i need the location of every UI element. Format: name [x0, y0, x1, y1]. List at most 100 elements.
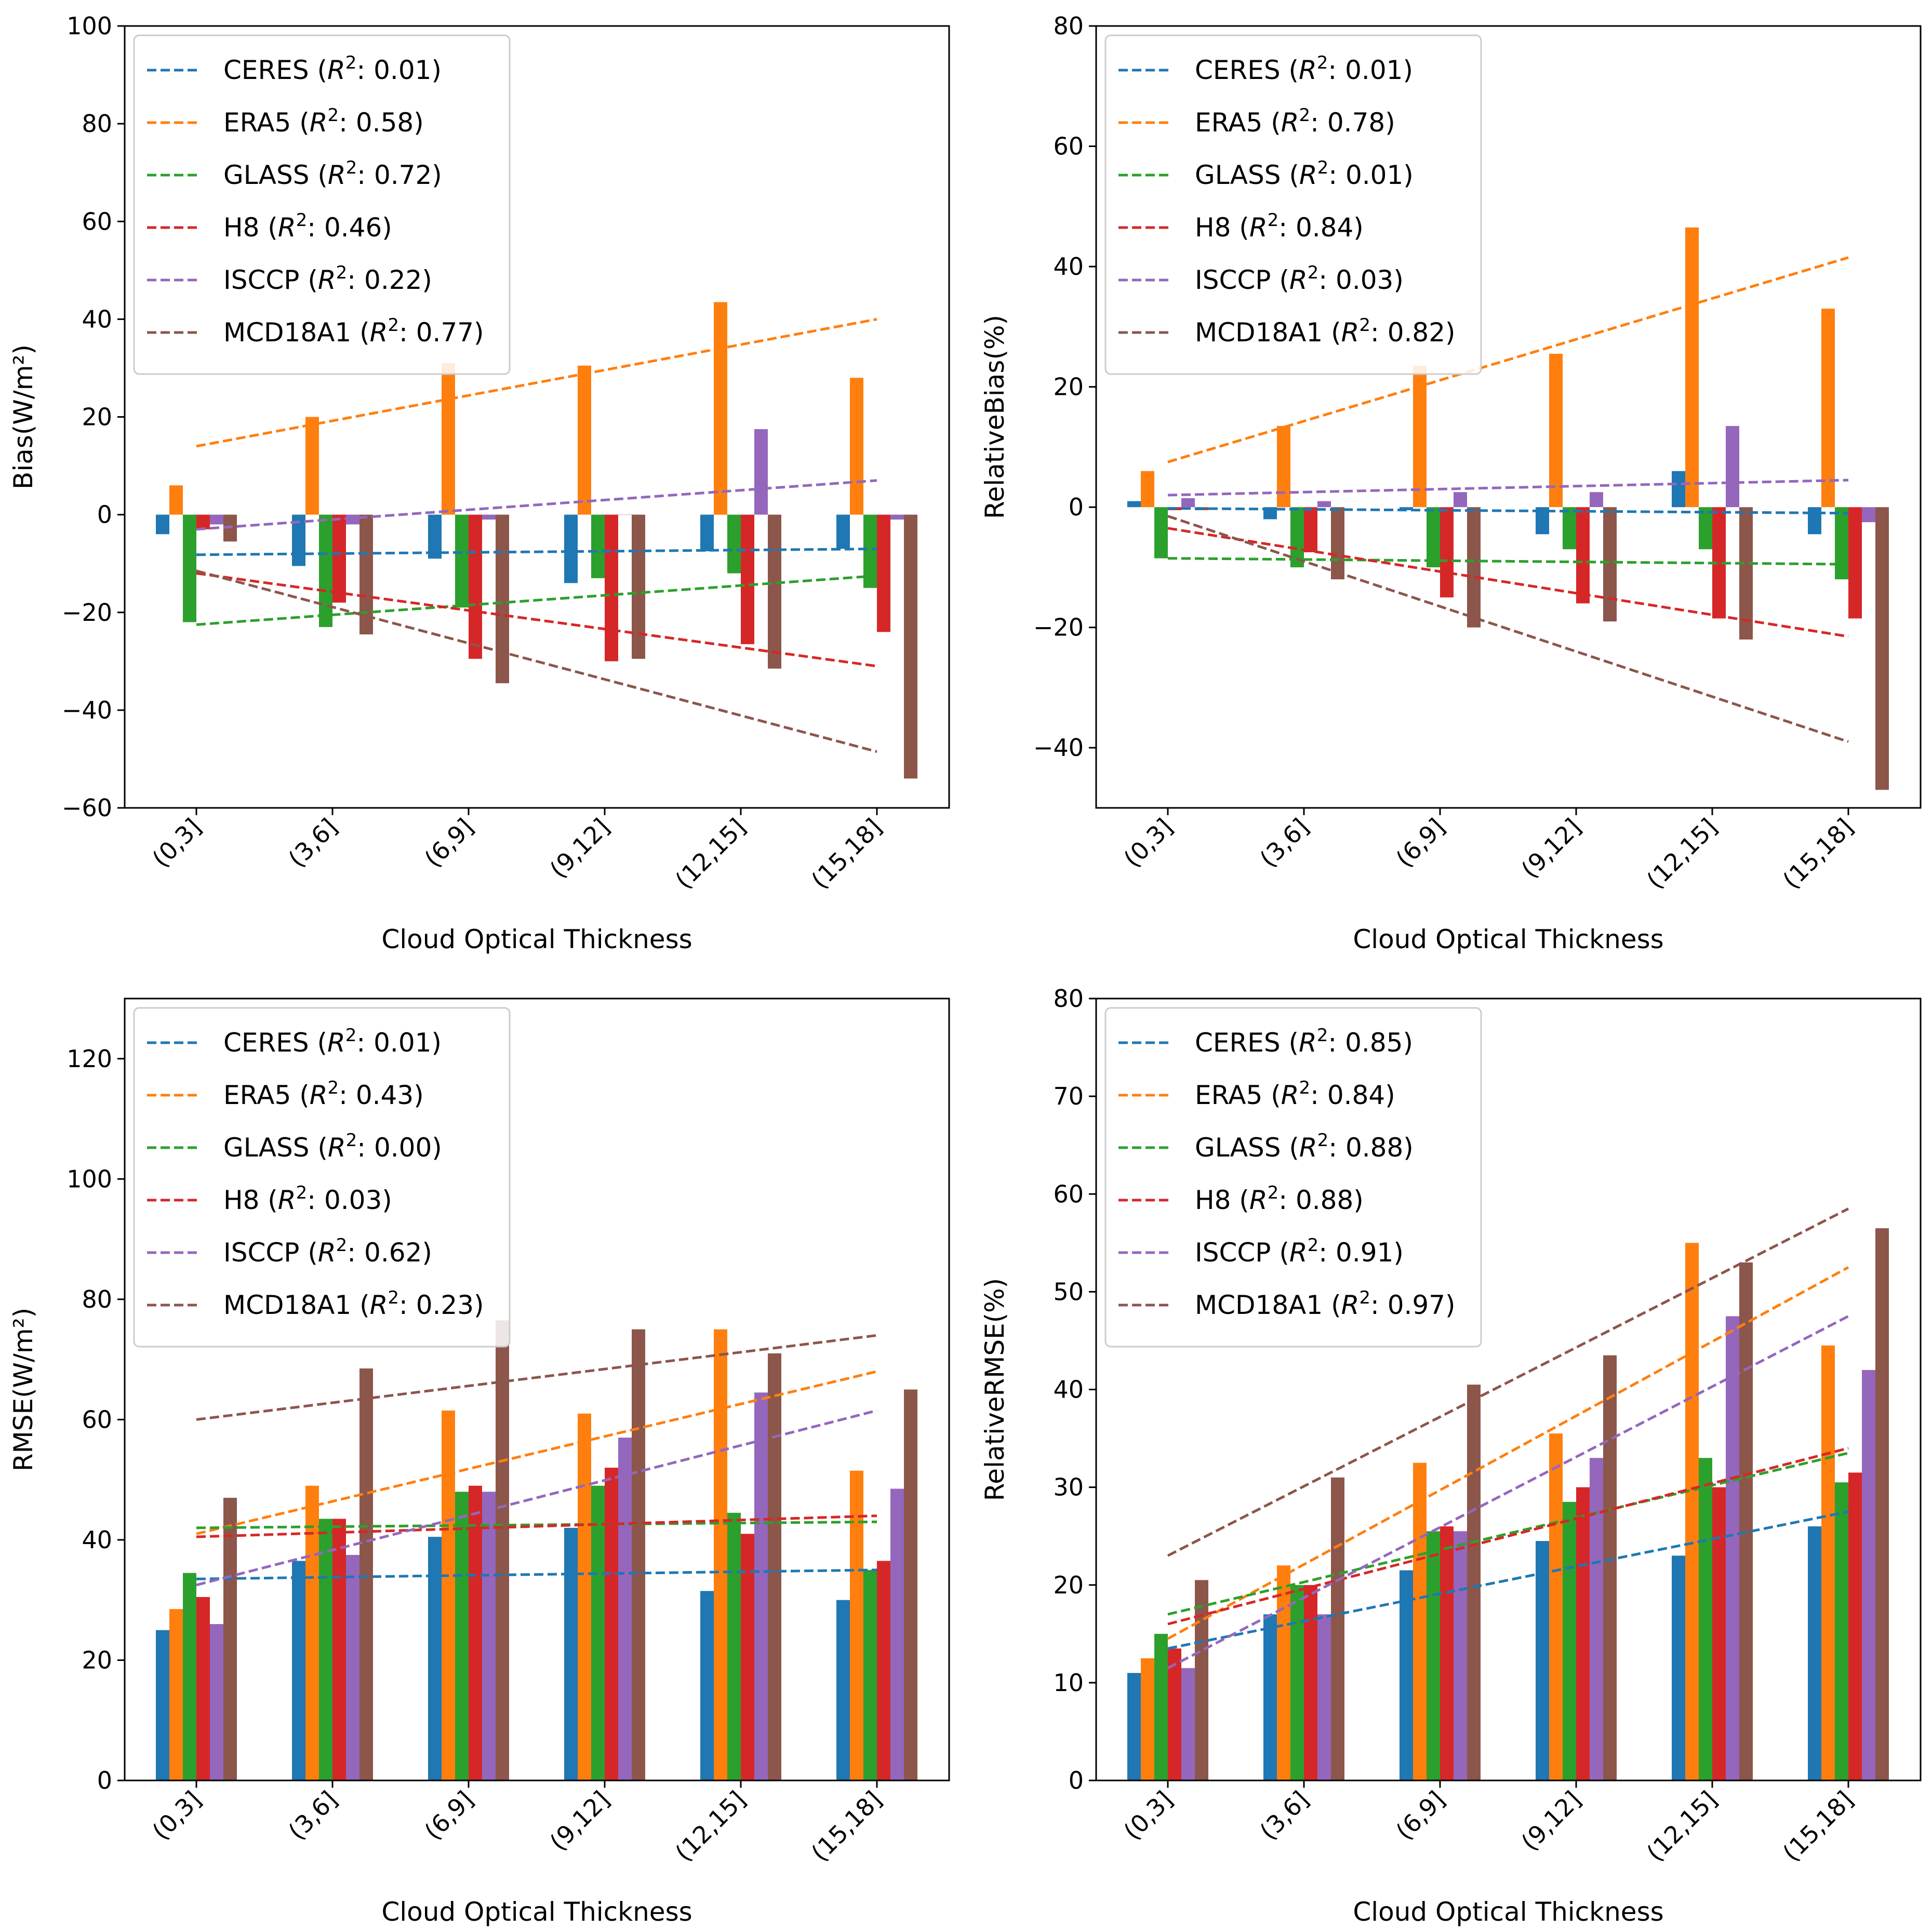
chart-bias: −60 −40 −20 0 20 40 60 80 100 (0,3] (3,6] (6,9] (9,1…: [8, 12, 950, 954]
bar-h8-2: [1440, 507, 1454, 597]
bar-mcd18a1-2: [496, 514, 509, 684]
bar-glass-5: [1835, 1482, 1848, 1780]
bar-isccp-1: [1317, 501, 1331, 508]
bar-h8-2: [469, 1485, 482, 1780]
x-tick-label: (9,12]: [544, 813, 615, 884]
bar-h8-4: [741, 1534, 754, 1780]
bar-era5-4: [1685, 1243, 1699, 1780]
bar-mcd18a1-4: [1739, 507, 1753, 640]
bar-mcd18a1-0: [1195, 1580, 1208, 1780]
trend-line-era5: [196, 317, 877, 448]
trend-line-era5: [196, 1370, 877, 1535]
bar-glass-1: [1290, 1585, 1304, 1781]
legend-label-isccp: ISCCP (R2: 0.03): [1195, 262, 1404, 295]
bar-ceres-0: [156, 1630, 169, 1780]
bar-isccp-0: [1181, 1668, 1195, 1780]
bar-glass-1: [319, 514, 332, 627]
legend-label-isccp: ISCCP (R2: 0.22): [223, 262, 432, 295]
legend-label-era5: ERA5 (R2: 0.43): [223, 1078, 424, 1110]
bar-ceres-0: [1127, 1673, 1141, 1780]
trend-line-isccp: [1167, 478, 1849, 497]
x-tick-label: (9,12]: [544, 1786, 615, 1856]
trend-line-isccp: [1167, 1315, 1849, 1669]
y-tick-label: 80: [82, 1285, 112, 1313]
bar-glass-4: [1699, 1458, 1712, 1780]
y-tick-label: 40: [1053, 1376, 1084, 1404]
bar-era5-5: [850, 378, 863, 515]
x-tick-label: (15,18]: [1777, 813, 1859, 895]
trend-line-mcd18a1: [1167, 1207, 1849, 1557]
bar-glass-4: [1699, 507, 1712, 550]
legend-label-ceres: CERES (R2: 0.85): [1195, 1025, 1413, 1058]
x-axis-label: Cloud Optical Thickness: [381, 924, 692, 954]
trend-line-ceres: [196, 548, 877, 556]
y-tick-label: −20: [62, 599, 112, 627]
bar-mcd18a1-2: [496, 1320, 509, 1780]
bar-glass-3: [1563, 507, 1576, 550]
bar-ceres-3: [564, 1527, 578, 1780]
x-tick-label: (0,3]: [1118, 813, 1178, 873]
bar-era5-1: [1277, 426, 1290, 508]
y-axis-label: Bias(W/m²): [8, 344, 38, 489]
y-tick-label: 100: [66, 12, 112, 40]
trend-line-era5: [1167, 1266, 1849, 1640]
legend-label-mcd18a1: MCD18A1 (R2: 0.77): [223, 315, 484, 348]
trend-line-h8: [196, 572, 877, 668]
x-tick-label: (9,12]: [1516, 1786, 1587, 1856]
bar-mcd18a1-1: [1331, 507, 1344, 580]
bar-h8-2: [469, 514, 482, 659]
trend-line-h8: [196, 1514, 877, 1538]
y-tick-label: 20: [1053, 373, 1084, 401]
y-tick-label: 40: [82, 1526, 112, 1554]
bar-h8-4: [1712, 1487, 1726, 1780]
y-tick-label: −40: [62, 696, 112, 724]
bar-ceres-2: [428, 514, 442, 559]
bar-isccp-1: [1317, 1614, 1331, 1780]
y-tick-label: 80: [1053, 985, 1084, 1013]
bar-isccp-5: [1862, 507, 1875, 523]
legend-label-ceres: CERES (R2: 0.01): [223, 1025, 442, 1058]
legend-box: [1104, 34, 1482, 375]
bar-glass-2: [455, 1492, 469, 1780]
bar-era5-5: [1821, 309, 1835, 508]
bar-isccp-0: [210, 514, 223, 525]
trend-line-isccp: [196, 1409, 877, 1587]
bar-ceres-4: [1672, 471, 1685, 508]
y-tick-label: 0: [1069, 1766, 1084, 1794]
trend-line-ceres: [1167, 1510, 1849, 1650]
x-tick-label: (6,9]: [419, 813, 478, 873]
trend-line-glass: [196, 574, 877, 626]
x-tick-label: (15,18]: [806, 1786, 887, 1867]
bar-isccp-4: [754, 429, 768, 515]
legend-label-ceres: CERES (R2: 0.01): [1195, 52, 1413, 85]
bar-mcd18a1-0: [223, 1497, 237, 1780]
bar-isccp-2: [482, 514, 496, 520]
legend-label-mcd18a1: MCD18A1 (R2: 0.82): [1195, 315, 1456, 348]
legend-label-glass: GLASS (R2: 0.88): [1195, 1130, 1414, 1163]
y-tick-label: 40: [1053, 252, 1084, 281]
bar-ceres-2: [1400, 1570, 1413, 1780]
bar-isccp-3: [1590, 492, 1603, 508]
x-axis-label: Cloud Optical Thickness: [381, 1897, 692, 1927]
bar-glass-0: [1154, 507, 1168, 559]
bar-glass-1: [1290, 507, 1304, 567]
x-tick-label: (0,3]: [146, 813, 206, 873]
bar-h8-3: [605, 1468, 618, 1780]
bar-era5-3: [1549, 353, 1563, 508]
bar-glass-4: [727, 1512, 741, 1780]
bar-h8-5: [877, 1561, 890, 1780]
x-tick-label: (15,18]: [1777, 1786, 1859, 1867]
bar-ceres-5: [1808, 1526, 1821, 1780]
trend-line-mcd18a1: [196, 569, 877, 753]
bar-h8-4: [741, 514, 754, 644]
legend-label-h8: H8 (R2: 0.03): [223, 1182, 392, 1215]
legend-label-glass: GLASS (R2: 0.72): [223, 157, 442, 190]
chart-rmse: 0 20 40 60 80 100 120 (0,3] (3,6] (6,9] (9,12] (12,…: [8, 998, 950, 1927]
bar-ceres-5: [836, 1600, 850, 1780]
trend-line-mcd18a1: [1167, 515, 1849, 743]
bar-era5-2: [442, 363, 455, 515]
axes-frame: [1095, 25, 1922, 809]
legend-label-era5: ERA5 (R2: 0.58): [223, 105, 424, 138]
y-tick-label: 60: [82, 207, 112, 235]
legend-label-isccp: ISCCP (R2: 0.91): [1195, 1235, 1404, 1268]
